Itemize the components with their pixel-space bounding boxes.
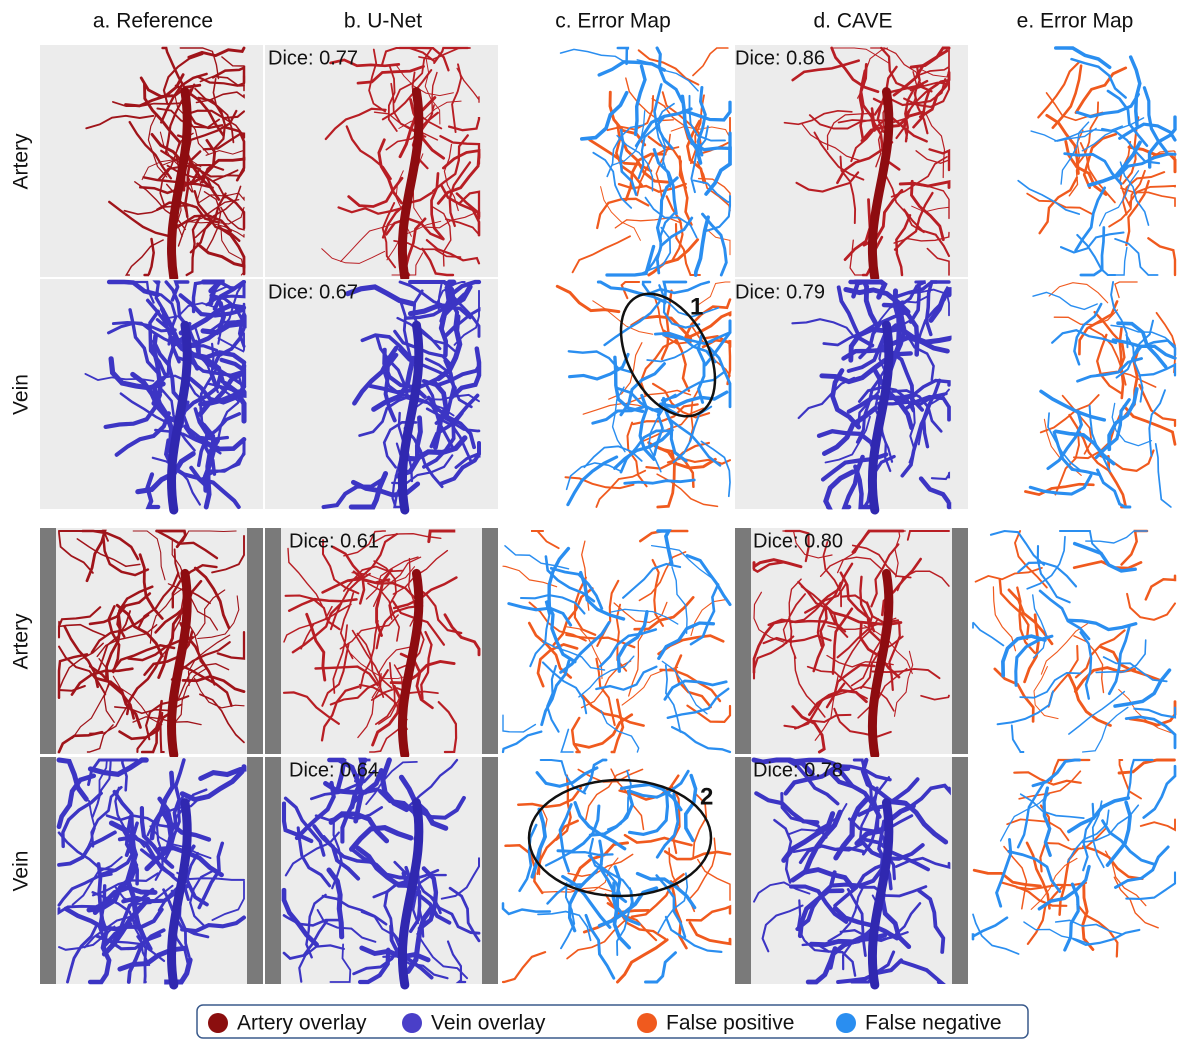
dice-score: Dice: 0.78 (753, 759, 843, 781)
side-bar (952, 528, 968, 754)
legend-swatch (402, 1013, 422, 1033)
annotation-number: 2 (700, 783, 713, 810)
image-panel (40, 757, 263, 985)
column-header: c. Error Map (555, 10, 671, 33)
image-panel (265, 45, 498, 278)
legend-swatch (836, 1013, 856, 1033)
legend-label: False positive (666, 1012, 794, 1035)
image-panel (40, 528, 263, 755)
side-bar (482, 757, 498, 984)
column-header: a. Reference (93, 10, 213, 33)
side-bar (247, 528, 263, 754)
image-panel (500, 45, 733, 277)
image-panel (970, 45, 1178, 277)
legend-label: False negative (865, 1012, 1002, 1035)
side-bar (265, 528, 281, 754)
legend-swatch (208, 1013, 228, 1033)
column-header: b. U-Net (344, 10, 422, 33)
side-bar (482, 528, 498, 754)
panels (40, 45, 1178, 985)
annotation-number: 1 (690, 293, 703, 320)
row-label: Vein (10, 851, 33, 892)
panel-background (970, 279, 1178, 509)
side-bar (40, 528, 56, 754)
dice-score: Dice: 0.67 (268, 281, 358, 303)
row-label: Vein (10, 374, 33, 415)
image-panel (265, 279, 498, 510)
image-panel (40, 279, 263, 510)
side-bar (735, 528, 751, 754)
legend-label: Artery overlay (237, 1012, 367, 1035)
image-panel (970, 279, 1178, 509)
row-label: Artery (10, 613, 33, 670)
side-bar (40, 757, 56, 984)
image-panel (735, 45, 968, 278)
image-panel (265, 757, 498, 985)
dice-score: Dice: 0.86 (735, 47, 825, 69)
row-label: Artery (10, 133, 33, 190)
legend-swatch (637, 1013, 657, 1033)
image-panel (735, 528, 968, 755)
dice-score: Dice: 0.79 (735, 281, 825, 303)
image-panel (500, 757, 733, 984)
side-bar (952, 757, 968, 984)
image-panel (500, 528, 733, 754)
panel-background (735, 757, 968, 984)
panel-background (970, 528, 1178, 754)
panel-background (970, 757, 1178, 984)
side-bar (735, 757, 751, 984)
column-header: d. CAVE (814, 10, 893, 33)
column-header: e. Error Map (1017, 10, 1134, 33)
dice-score: Dice: 0.61 (289, 530, 379, 552)
image-panel (735, 757, 968, 985)
side-bar (265, 757, 281, 984)
side-bar (247, 757, 263, 984)
legend-label: Vein overlay (431, 1012, 546, 1035)
dice-score: Dice: 0.77 (268, 47, 358, 69)
dice-score: Dice: 0.64 (289, 759, 379, 781)
image-panel (265, 528, 498, 755)
image-panel (40, 45, 263, 278)
figure: a. Reference b. U-Net c. Error Map d. CAVE e… (0, 0, 1180, 1040)
image-panel (970, 757, 1178, 984)
image-panel (970, 528, 1178, 754)
image-panel (735, 279, 968, 510)
dice-score: Dice: 0.80 (753, 530, 843, 552)
